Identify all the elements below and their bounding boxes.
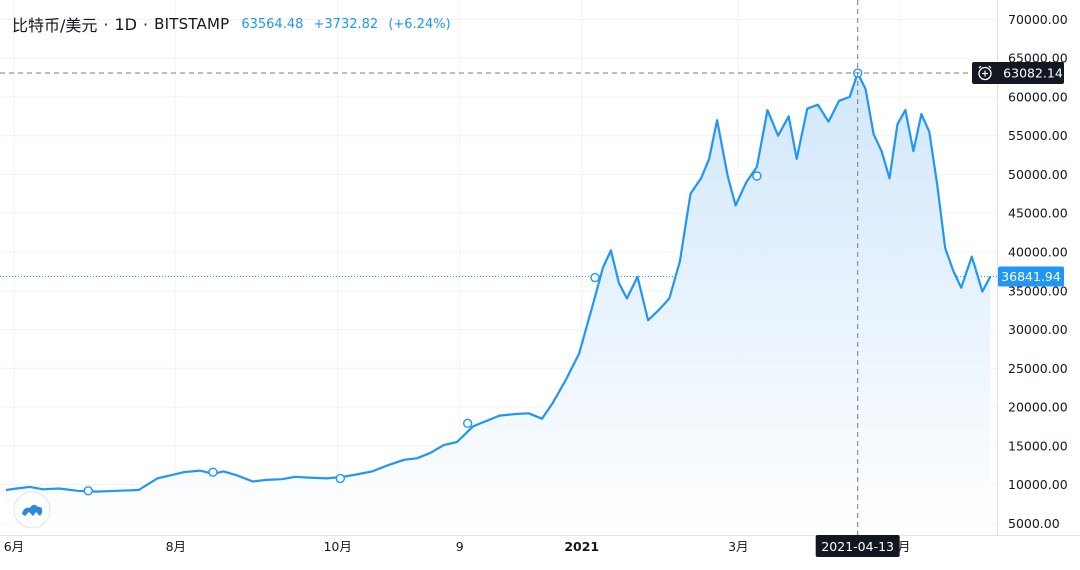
data-marker <box>752 171 762 181</box>
interval-label[interactable]: 1D <box>114 14 138 34</box>
crosshair <box>0 0 997 535</box>
last-price-label: 36841.94 <box>1001 269 1061 284</box>
alarm-clock-icon[interactable] <box>978 65 992 81</box>
exchange-label: BITSTAMP <box>154 15 230 33</box>
y-tick-label: 25000.00 <box>1008 361 1068 376</box>
y-tick-label: 50000.00 <box>1008 167 1068 182</box>
price-change: +3732.82 <box>313 16 379 32</box>
y-tick-label: 65000.00 <box>1008 51 1068 66</box>
data-marker <box>83 486 93 496</box>
chart-legend: 比特币/美元 · 1D · BITSTAMP 63564.48 +3732.82… <box>12 12 457 36</box>
y-tick-label: 30000.00 <box>1008 322 1068 337</box>
y-tick-label: 10000.00 <box>1008 477 1068 492</box>
crosshair-date-label: 2021-04-13 <box>821 539 894 554</box>
legend-separator: · <box>103 14 109 34</box>
y-tick-label: 5000.00 <box>1008 516 1060 531</box>
x-tick-label: 10月 <box>323 539 351 554</box>
price-axis[interactable]: 5000.00 10000.00 15000.00 20000.00 25000.00 3… <box>1008 12 1068 531</box>
last-price-badge <box>998 266 1064 287</box>
last-price: 63564.48 <box>241 16 304 32</box>
time-axis[interactable]: 6月 8月 10月 9 2021 3月 5月 <box>4 539 911 554</box>
y-tick-label: 70000.00 <box>1008 12 1068 27</box>
crosshair-price-badge <box>972 62 1064 85</box>
data-marker <box>590 272 600 283</box>
price-change-pct: (+6.24%) <box>388 16 451 32</box>
tradingview-logo[interactable] <box>13 491 51 529</box>
legend-separator: · <box>143 14 149 34</box>
symbol-name[interactable]: 比特币/美元 <box>12 16 98 35</box>
y-tick-label: 15000.00 <box>1008 438 1068 453</box>
data-marker <box>335 473 346 484</box>
y-tick-label: 35000.00 <box>1008 283 1068 298</box>
price-area-fill <box>6 73 991 535</box>
y-tick-label: 20000.00 <box>1008 400 1068 415</box>
data-marker <box>462 418 473 429</box>
crosshair-date-badge <box>815 535 900 557</box>
legend-values: 63564.48 +3732.82 (+6.24%) <box>241 17 456 32</box>
x-tick-label: 2021 <box>564 539 599 554</box>
y-tick-label: 45000.00 <box>1008 206 1068 221</box>
x-tick-label: 9 <box>456 539 464 554</box>
grid <box>0 0 997 535</box>
price-line <box>5 71 992 493</box>
x-tick-label: 6月 <box>4 539 24 554</box>
x-tick-label: 3月 <box>728 539 748 554</box>
y-tick-label: 60000.00 <box>1008 89 1068 104</box>
y-tick-label: 55000.00 <box>1008 128 1068 143</box>
data-marker <box>208 467 218 477</box>
markers <box>83 68 863 496</box>
y-tick-label: 40000.00 <box>1008 244 1068 259</box>
x-tick-label: 8月 <box>166 539 186 554</box>
crosshair-price-label: 63082.14 <box>1003 66 1063 81</box>
